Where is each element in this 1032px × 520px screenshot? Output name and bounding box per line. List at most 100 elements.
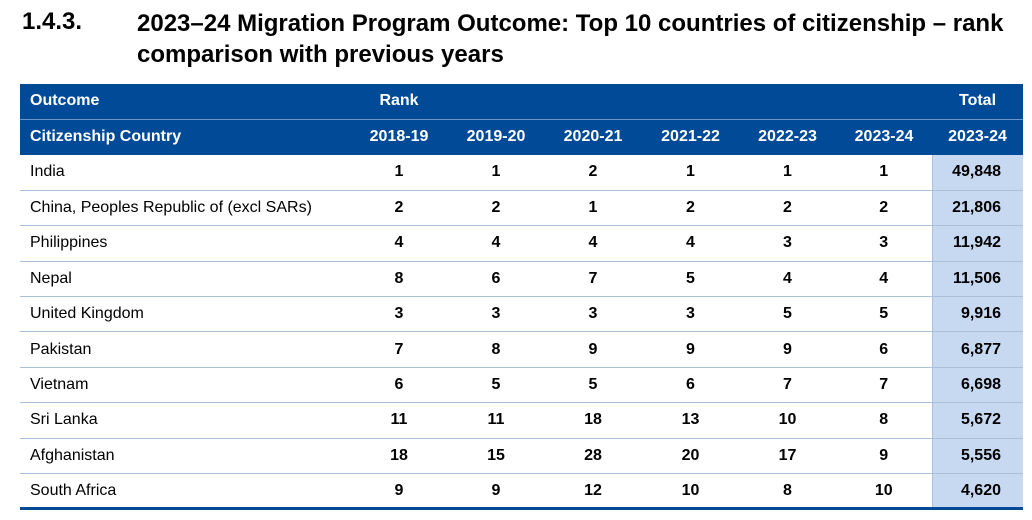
cell-rank: 6 [836,331,932,368]
header-blank [544,84,642,119]
cell-rank: 18 [350,438,448,475]
header-rank: Rank [350,84,448,119]
cell-rank: 6 [642,367,739,404]
cell-rank: 11 [448,402,544,439]
cell-rank: 2 [544,155,642,191]
cell-rank: 3 [544,296,642,333]
header-outcome: Outcome [20,84,350,119]
cell-rank: 18 [544,402,642,439]
cell-rank: 15 [448,438,544,475]
cell-country: Afghanistan [20,438,350,475]
header-blank [642,84,739,119]
cell-rank: 5 [448,367,544,404]
cell-rank: 4 [642,225,739,262]
header-year: 2018-19 [350,118,448,155]
header-year: 2019-20 [448,118,544,155]
cell-rank: 3 [642,296,739,333]
header-year: 2020-21 [544,118,642,155]
section-number: 1.4.3. [22,8,83,35]
cell-total: 21,806 [931,190,1023,227]
cell-rank: 9 [350,473,448,511]
header-blank [739,84,836,119]
table-row: Afghanistan 18 15 28 20 17 9 5,556 [20,438,1023,475]
cell-total: 4,620 [931,473,1023,511]
cell-country: China, Peoples Republic of (excl SARs) [20,190,350,227]
cell-rank: 1 [448,155,544,191]
header-citizenship-country: Citizenship Country [20,118,350,155]
cell-rank: 10 [642,473,739,511]
cell-country: United Kingdom [20,296,350,333]
cell-rank: 8 [739,473,836,511]
cell-rank: 10 [739,402,836,439]
migration-outcome-table: Outcome Rank Total Citizenship Country 2… [20,84,1023,511]
cell-rank: 5 [544,367,642,404]
cell-total: 6,698 [931,367,1023,404]
cell-rank: 11 [350,402,448,439]
cell-total: 11,942 [931,225,1023,262]
cell-rank: 1 [836,155,932,191]
table-row: India 1 1 2 1 1 1 49,848 [20,155,1023,191]
cell-rank: 2 [836,190,932,227]
cell-rank: 4 [836,261,932,298]
cell-country: South Africa [20,473,350,511]
cell-rank: 6 [350,367,448,404]
header-year: 2021-22 [642,118,739,155]
table-header: Outcome Rank Total Citizenship Country 2… [20,84,1023,155]
cell-rank: 4 [350,225,448,262]
cell-rank: 20 [642,438,739,475]
cell-country: Nepal [20,261,350,298]
cell-country: India [20,155,350,191]
table-row: United Kingdom 3 3 3 3 5 5 9,916 [20,296,1023,333]
cell-country: Pakistan [20,331,350,368]
cell-country: Philippines [20,225,350,262]
cell-total: 49,848 [931,155,1023,191]
cell-rank: 8 [836,402,932,439]
header-total-year: 2023-24 [932,118,1023,155]
cell-rank: 7 [350,331,448,368]
table-row: South Africa 9 9 12 10 8 10 4,620 [20,473,1023,511]
cell-rank: 9 [739,331,836,368]
cell-rank: 8 [350,261,448,298]
header-blank [448,84,544,119]
cell-rank: 5 [739,296,836,333]
cell-rank: 1 [739,155,836,191]
cell-total: 11,506 [931,261,1023,298]
cell-rank: 10 [836,473,932,511]
cell-total: 5,556 [931,438,1023,475]
header-year: 2023-24 [836,118,932,155]
header-row-outcome: Outcome Rank Total [20,84,1023,119]
cell-rank: 2 [350,190,448,227]
header-blank [836,84,932,119]
cell-rank: 9 [836,438,932,475]
cell-rank: 6 [448,261,544,298]
cell-rank: 2 [739,190,836,227]
cell-country: Vietnam [20,367,350,404]
cell-rank: 1 [544,190,642,227]
table-row: Philippines 4 4 4 4 3 3 11,942 [20,225,1023,262]
cell-rank: 9 [448,473,544,511]
cell-rank: 1 [642,155,739,191]
table-row: Pakistan 7 8 9 9 9 6 6,877 [20,331,1023,368]
header-row-years: Citizenship Country 2018-19 2019-20 2020… [20,118,1023,155]
table-row: Vietnam 6 5 5 6 7 7 6,698 [20,367,1023,404]
cell-rank: 7 [739,367,836,404]
cell-rank: 9 [642,331,739,368]
cell-rank: 4 [448,225,544,262]
cell-rank: 1 [350,155,448,191]
cell-rank: 4 [544,225,642,262]
cell-rank: 3 [836,225,932,262]
cell-total: 5,672 [931,402,1023,439]
cell-rank: 12 [544,473,642,511]
cell-rank: 3 [448,296,544,333]
cell-rank: 2 [448,190,544,227]
table-body: India 1 1 2 1 1 1 49,848 China, Peoples Republic… [20,155,1023,511]
cell-country: Sri Lanka [20,402,350,439]
cell-rank: 7 [836,367,932,404]
cell-rank: 28 [544,438,642,475]
header-year: 2022-23 [739,118,836,155]
cell-total: 9,916 [931,296,1023,333]
cell-rank: 7 [544,261,642,298]
header-total: Total [932,84,1023,119]
cell-rank: 17 [739,438,836,475]
cell-total: 6,877 [931,331,1023,368]
